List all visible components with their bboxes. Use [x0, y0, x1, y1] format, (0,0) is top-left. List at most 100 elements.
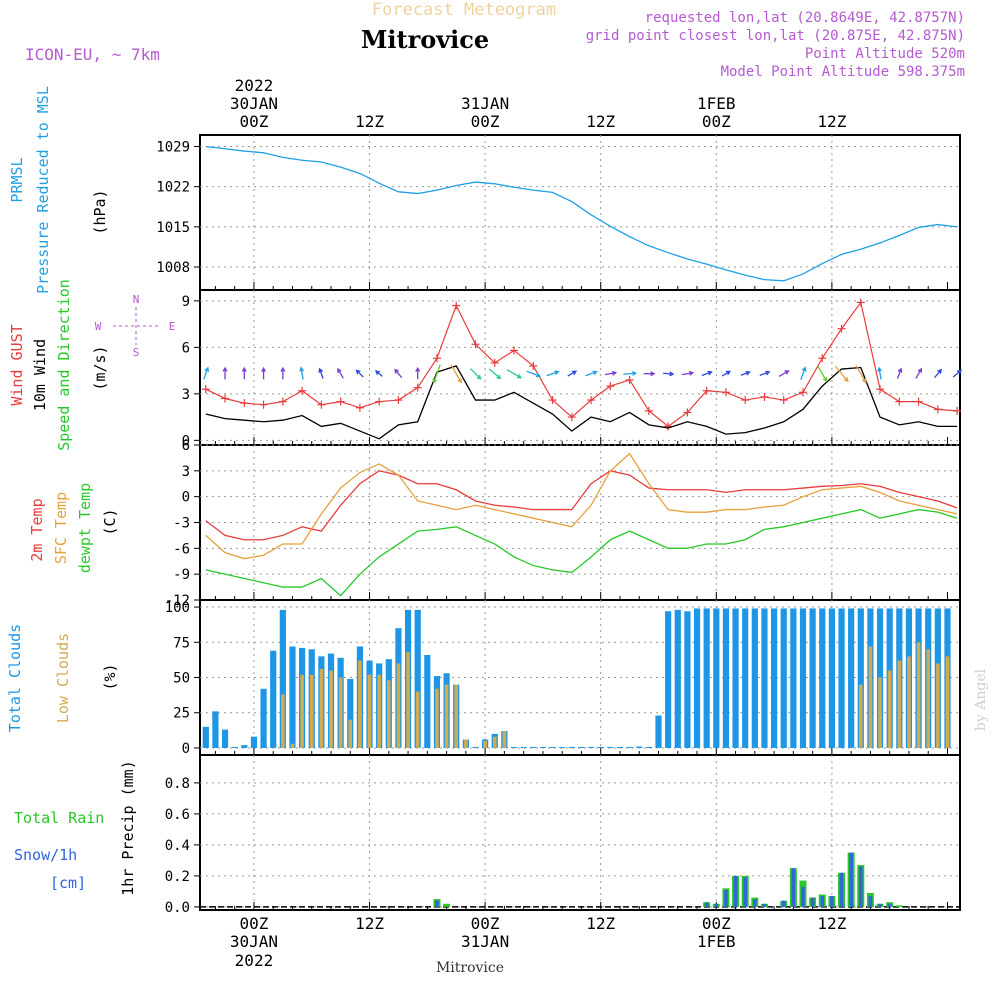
y-tick-label: 0.4 — [165, 838, 190, 854]
panel-frame — [199, 754, 961, 911]
location-title: Mitrovice — [361, 25, 489, 54]
total-clouds-bar — [751, 608, 758, 748]
wind-direction-arrow — [623, 372, 636, 375]
snow-bar — [714, 903, 719, 907]
low-clouds-bar — [377, 674, 381, 748]
t2m-line — [205, 470, 958, 541]
wind-arrow-head — [457, 378, 462, 384]
model-label: ICON-EU, ~ 7km — [25, 45, 160, 64]
top-hour-label: 12Z — [586, 112, 615, 131]
wind-direction-arrow — [488, 368, 501, 379]
wind-direction-arrow — [740, 371, 750, 376]
low-clouds-bar — [492, 736, 497, 748]
top-year-label: 2022 — [235, 76, 274, 95]
wind-arrow-head — [222, 366, 228, 372]
sfc-temp-line — [205, 452, 958, 560]
wind-direction-arrow — [469, 368, 482, 380]
total-clouds-bar — [241, 745, 248, 748]
total-clouds-bar — [770, 608, 778, 748]
low-clouds-bar — [916, 642, 921, 748]
total-clouds-bar — [212, 711, 219, 748]
low-clouds-bar — [483, 740, 487, 748]
snow-bar — [753, 899, 757, 907]
bottom-hour-label: 12Z — [817, 914, 846, 933]
wind-direction-arrow — [506, 369, 522, 379]
y-tick-label: -12 — [165, 593, 190, 609]
wind-arrow-head — [784, 370, 790, 375]
snow-bar — [435, 900, 439, 907]
total-clouds-bar — [819, 608, 826, 748]
y-tick-label: -3 — [173, 516, 190, 532]
total-clouds-bar — [742, 608, 749, 748]
top-date-label: 1FEB — [697, 94, 736, 113]
wind-arrow-head — [801, 366, 807, 372]
low-clouds-bar — [868, 646, 873, 748]
total-clouds-bar — [722, 608, 730, 748]
wind-arrow-head — [897, 367, 903, 373]
panel-wind: 0 3 6 9 — [182, 289, 963, 449]
snow-bar — [868, 896, 873, 907]
snow-bar — [724, 889, 728, 907]
total-clouds-bar — [414, 609, 421, 748]
low-clouds-bar — [319, 669, 324, 748]
total-clouds-bar — [270, 650, 277, 748]
low-clouds-bar — [878, 677, 882, 748]
compass-n: N — [133, 293, 140, 306]
y-tick-label: -6 — [173, 541, 190, 557]
low-clouds-bar — [309, 674, 314, 748]
y-tick-label: 75 — [173, 635, 190, 651]
snow-bar — [762, 903, 767, 907]
y-tick-label: 0 — [182, 741, 190, 757]
wind-arrow-head — [394, 368, 400, 374]
wind-direction-arrow — [585, 371, 597, 377]
low-clouds-label: Low Clouds — [54, 633, 72, 723]
y-tick-label: 1022 — [156, 180, 190, 196]
total-clouds-bar — [636, 746, 643, 748]
snow-bar — [733, 875, 738, 907]
credit-label: by Angel — [973, 668, 989, 731]
total-clouds-bar — [684, 611, 691, 748]
low-clouds-bar — [464, 739, 468, 748]
total-clouds-bar — [549, 746, 556, 748]
snow-bar — [791, 868, 796, 907]
wind-arrow-head — [707, 370, 713, 376]
chart-panels: 10081015102210290369-12-9-6-303602550751… — [156, 134, 963, 916]
wind-arrow-head — [592, 370, 598, 376]
low-clouds-bar — [300, 674, 304, 748]
snow-bar — [878, 903, 882, 907]
low-clouds-bar — [945, 656, 950, 748]
wind-arrow-head — [843, 377, 849, 383]
y-tick-label: 0.8 — [165, 776, 190, 792]
snow-bar — [801, 886, 805, 907]
wind-arrow-head — [650, 371, 656, 377]
low-clouds-bar — [396, 663, 401, 748]
wind-arrow-head — [631, 370, 638, 376]
wind-direction-arrow — [855, 364, 867, 383]
low-clouds-bar — [290, 743, 295, 748]
wind10-label: 10m Wind — [31, 339, 49, 411]
wind-direction-arrow — [663, 372, 674, 375]
low-clouds-bar — [406, 652, 410, 748]
wind-direction-arrow — [203, 367, 209, 380]
gust-line — [205, 300, 958, 428]
low-clouds-bar — [897, 660, 902, 748]
snow-bar — [781, 900, 786, 907]
total-clouds-bar — [279, 609, 286, 748]
low-clouds-bar — [358, 660, 362, 748]
snow-bar — [858, 866, 863, 907]
wind-direction-arrow — [681, 372, 693, 376]
low-clouds-bar — [907, 656, 911, 748]
wind-arrow-head — [496, 374, 502, 380]
total-clouds-bar — [424, 654, 431, 748]
y-tick-label: 0.2 — [165, 869, 190, 885]
wind-arrow-head — [917, 367, 923, 373]
rain-bar — [443, 903, 451, 907]
total-clouds-bar — [713, 608, 720, 748]
snow-bar — [839, 872, 844, 907]
total-clouds-bar — [626, 746, 633, 748]
total-clouds-bar — [780, 608, 787, 748]
total-clouds-bar — [289, 646, 296, 748]
wind-arrow-head — [299, 366, 305, 372]
y-tick-label: 0.0 — [165, 900, 190, 916]
y-tick-label: 50 — [173, 671, 190, 687]
